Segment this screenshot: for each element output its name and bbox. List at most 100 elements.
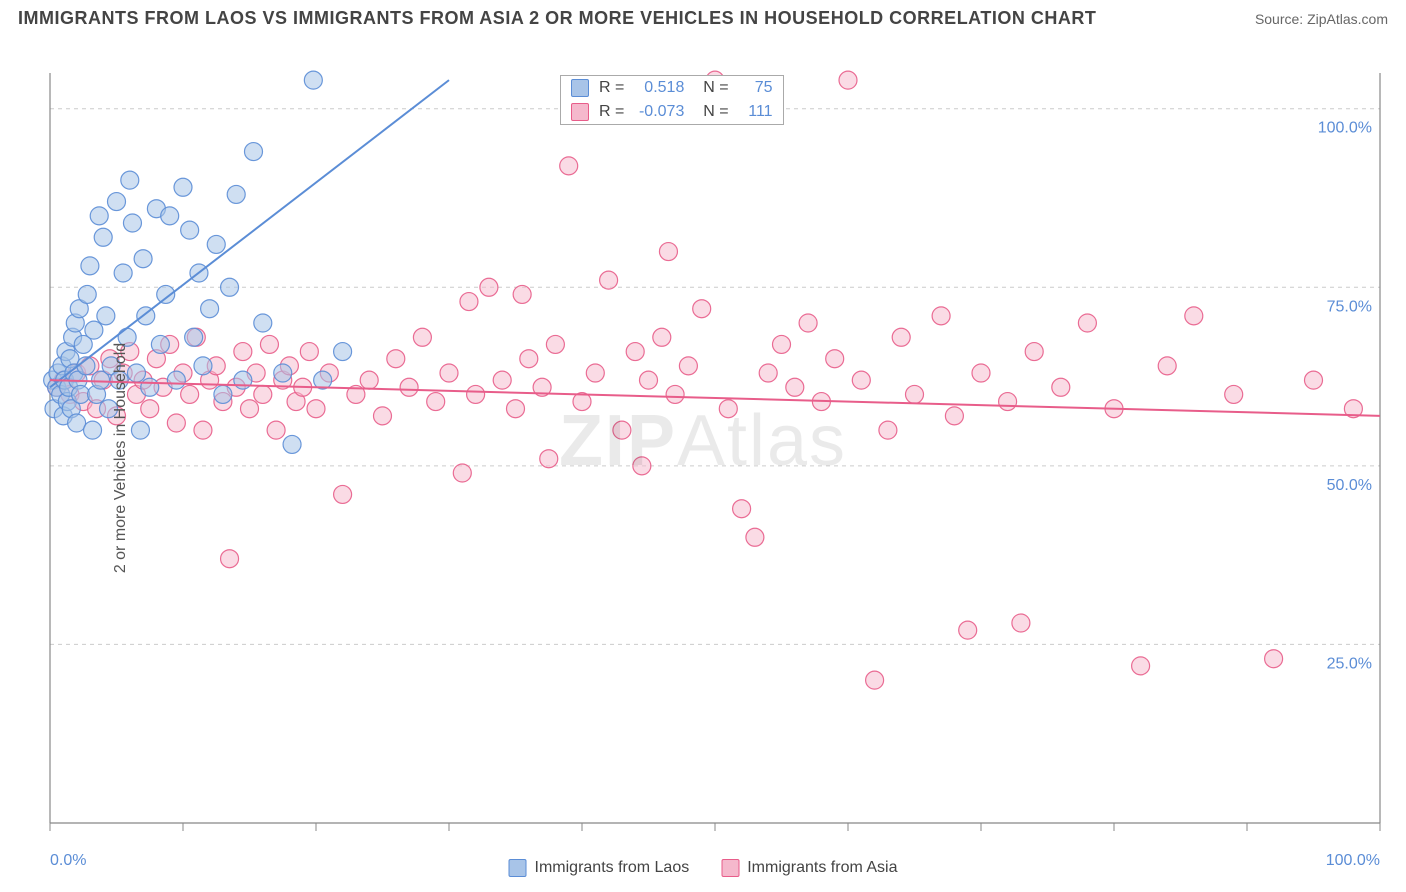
scatter-point — [1265, 650, 1283, 668]
scatter-point — [633, 457, 651, 475]
scatter-point — [413, 328, 431, 346]
scatter-point — [123, 214, 141, 232]
scatter-point — [78, 285, 96, 303]
scatter-point — [400, 378, 418, 396]
scatter-point — [234, 343, 252, 361]
scatter-point — [653, 328, 671, 346]
scatter-point — [181, 221, 199, 239]
scatter-point — [480, 278, 498, 296]
scatter-point — [999, 393, 1017, 411]
scatter-point — [267, 421, 285, 439]
scatter-point — [108, 193, 126, 211]
scatter-point — [134, 250, 152, 268]
scatter-point — [586, 364, 604, 382]
scatter-point — [613, 421, 631, 439]
scatter-point — [520, 350, 538, 368]
scatter-point — [121, 171, 139, 189]
scatter-point — [560, 157, 578, 175]
scatter-point — [513, 285, 531, 303]
legend: Immigrants from LaosImmigrants from Asia — [509, 859, 898, 877]
scatter-point — [274, 364, 292, 382]
scatter-point — [194, 357, 212, 375]
scatter-point — [659, 243, 677, 261]
stats-r-value: -0.073 — [634, 103, 684, 121]
scatter-point — [507, 400, 525, 418]
stats-r-label: R = — [599, 79, 624, 97]
scatter-point — [81, 257, 99, 275]
scatter-point — [194, 421, 212, 439]
scatter-point — [68, 414, 86, 432]
scatter-point — [387, 350, 405, 368]
scatter-point — [959, 621, 977, 639]
correlation-stats-box: R = 0.518 N = 75 R = -0.073 N = 111 — [560, 75, 784, 125]
scatter-point — [151, 335, 169, 353]
stats-n-label: N = — [694, 103, 728, 121]
scatter-point — [1078, 314, 1096, 332]
scatter-point — [72, 385, 90, 403]
scatter-point — [866, 671, 884, 689]
scatter-point — [131, 421, 149, 439]
scatter-point — [260, 335, 278, 353]
scatter-point — [241, 400, 259, 418]
scatter-point — [221, 550, 239, 568]
stats-n-label: N = — [694, 79, 728, 97]
scatter-point — [839, 71, 857, 89]
scatter-point — [666, 385, 684, 403]
scatter-chart: 25.0%50.0%75.0%100.0%0.0%100.0% — [0, 33, 1406, 883]
scatter-point — [773, 335, 791, 353]
scatter-point — [1012, 614, 1030, 632]
scatter-point — [540, 450, 558, 468]
scatter-point — [141, 400, 159, 418]
scatter-point — [427, 393, 445, 411]
legend-swatch — [509, 859, 527, 877]
scatter-point — [307, 400, 325, 418]
scatter-point — [227, 185, 245, 203]
scatter-point — [304, 71, 322, 89]
stats-n-value: 111 — [739, 103, 773, 121]
scatter-point — [85, 321, 103, 339]
scatter-point — [640, 371, 658, 389]
scatter-point — [185, 328, 203, 346]
scatter-point — [1158, 357, 1176, 375]
scatter-point — [221, 278, 239, 296]
scatter-point — [174, 178, 192, 196]
scatter-point — [114, 264, 132, 282]
scatter-point — [693, 300, 711, 318]
scatter-point — [207, 235, 225, 253]
scatter-point — [493, 371, 511, 389]
stats-r-label: R = — [599, 103, 624, 121]
scatter-point — [181, 385, 199, 403]
scatter-point — [254, 314, 272, 332]
scatter-point — [283, 435, 301, 453]
scatter-point — [932, 307, 950, 325]
scatter-point — [334, 485, 352, 503]
scatter-point — [360, 371, 378, 389]
stats-r-value: 0.518 — [634, 79, 684, 97]
x-tick-label: 0.0% — [50, 852, 86, 869]
scatter-point — [300, 343, 318, 361]
y-tick-label: 75.0% — [1327, 298, 1372, 315]
scatter-point — [94, 228, 112, 246]
stats-swatch — [571, 103, 589, 121]
scatter-point — [460, 293, 478, 311]
scatter-point — [467, 385, 485, 403]
scatter-point — [334, 343, 352, 361]
scatter-point — [244, 143, 262, 161]
stats-row: R = 0.518 N = 75 — [561, 76, 783, 100]
scatter-point — [453, 464, 471, 482]
stats-n-value: 75 — [739, 79, 773, 97]
chart-container: 2 or more Vehicles in Household 25.0%50.… — [0, 33, 1406, 883]
scatter-point — [733, 500, 751, 518]
legend-swatch — [721, 859, 739, 877]
scatter-point — [167, 371, 185, 389]
scatter-point — [945, 407, 963, 425]
y-tick-label: 100.0% — [1318, 120, 1372, 137]
legend-item: Immigrants from Laos — [509, 859, 690, 877]
scatter-point — [1305, 371, 1323, 389]
y-tick-label: 25.0% — [1327, 655, 1372, 672]
scatter-point — [141, 378, 159, 396]
scatter-point — [679, 357, 697, 375]
scatter-point — [90, 207, 108, 225]
scatter-point — [440, 364, 458, 382]
scatter-point — [892, 328, 910, 346]
